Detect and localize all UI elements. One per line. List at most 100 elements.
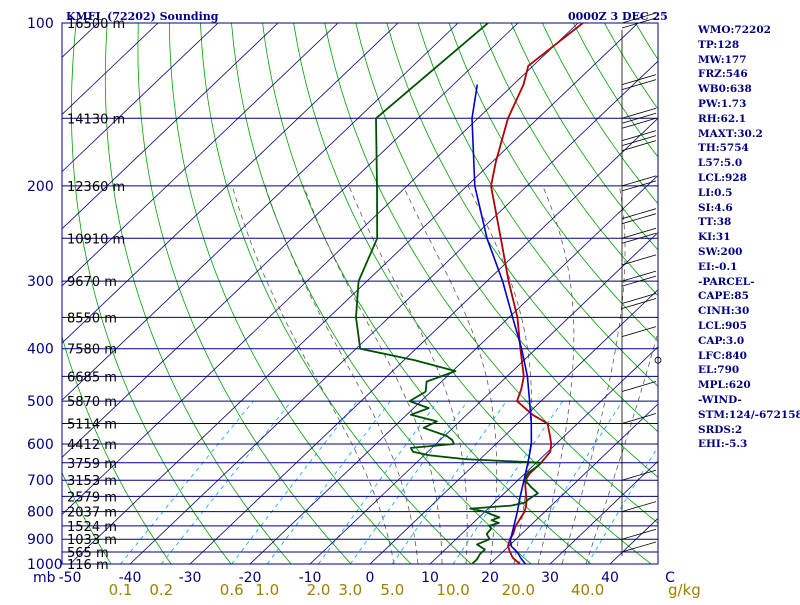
stats-line: LFC:840 (698, 349, 800, 364)
height-label: 4412 m (67, 438, 117, 453)
stats-line: TP:128 (698, 38, 800, 53)
mixing-ratio-tick-label: 2.0 (307, 581, 331, 599)
stats-line: MAXT:30.2 (698, 127, 800, 142)
height-label: 14130 m (67, 112, 125, 127)
moist-adiabat-line (265, 186, 418, 564)
pressure-tick-label: 900 (27, 532, 54, 548)
wind-barb (622, 294, 656, 304)
height-label: 10910 m (67, 232, 125, 247)
height-label: 6685 m (67, 370, 117, 385)
wind-barb (622, 271, 656, 281)
wind-barb (622, 542, 656, 552)
stats-line: FRZ:546 (698, 67, 800, 82)
dry-adiabat-line (169, 23, 411, 564)
height-label: 7580 m (67, 343, 117, 358)
mixing-ratio-unit-label: g/kg (668, 581, 701, 599)
temperature-profile-line (491, 23, 583, 564)
wind-barb (622, 327, 656, 337)
profile-lines (356, 23, 583, 564)
wind-barb (622, 228, 656, 238)
wind-barb (622, 118, 656, 128)
height-label: 9670 m (67, 275, 117, 290)
plot-frame (62, 23, 658, 564)
stats-line: SRDS:2 (698, 423, 800, 438)
isotherms (0, 23, 800, 564)
stats-line: CAP:3.0 (698, 334, 800, 349)
pressure-tick-label: 200 (27, 179, 54, 195)
wind-barb (622, 75, 656, 85)
isotherm-line (70, 23, 638, 564)
temperature-tick-label: 30 (541, 570, 559, 586)
dry-adiabats (0, 23, 800, 564)
stats-line: STM:124/-672158 (698, 408, 800, 423)
height-label: 8550 m (67, 311, 117, 326)
mixing-ratio-tick-label: 0.1 (109, 581, 133, 599)
stats-line: WB0:638 (698, 82, 800, 97)
mixing-ratio-tick-label: 20.0 (502, 581, 535, 599)
mixing-ratio-tick-label: 0.2 (149, 581, 173, 599)
dry-adiabat-line (294, 23, 651, 564)
stats-line: RH:62.1 (698, 112, 800, 127)
dry-adiabat-line (232, 23, 532, 564)
stats-line: -WIND- (698, 393, 800, 408)
height-label: 5870 m (67, 395, 117, 410)
temperature-tick-label: 0 (366, 570, 375, 586)
stats-line: KI:31 (698, 230, 800, 245)
stats-line: L57:5.0 (698, 156, 800, 171)
wind-barb (622, 382, 656, 392)
mixing-ratio-tick-label: 3.0 (338, 581, 362, 599)
height-label: 5114 m (67, 418, 117, 433)
stats-line: MW:177 (698, 53, 800, 68)
pressure-tick-label: 400 (27, 342, 54, 358)
wind-barb (622, 255, 656, 265)
stats-line: MPL:620 (698, 378, 800, 393)
pressure-tick-label: 500 (27, 394, 54, 410)
stats-line: EI:-0.1 (698, 260, 800, 275)
mixing-ratio-tick-label: 0.6 (220, 581, 244, 599)
stats-line: LI:0.5 (698, 186, 800, 201)
pressure-tick-label: 100 (27, 16, 54, 32)
wind-barb (622, 108, 656, 118)
stats-line: SI:4.6 (698, 201, 800, 216)
stats-line: TT:38 (698, 215, 800, 230)
dry-adiabat-line (325, 23, 711, 564)
pressure-unit-label: mb (33, 570, 56, 586)
wind-barb (622, 214, 656, 224)
stats-line: LCL:928 (698, 171, 800, 186)
wind-barb (622, 502, 656, 512)
stats-line: EL:790 (698, 363, 800, 378)
pressure-tick-label: 800 (27, 505, 54, 521)
isobars (62, 23, 658, 564)
stats-line: LCL:905 (698, 319, 800, 334)
chart-timestamp: 0000Z 3 DEC 25 (568, 10, 668, 23)
wind-barb (622, 176, 656, 186)
temperature-tick-label: -30 (179, 570, 202, 586)
wind-barb (622, 299, 656, 309)
moist-adiabat-line (562, 186, 625, 564)
temperature-tick-label: 20 (481, 570, 499, 586)
stats-line: PW:1.73 (698, 97, 800, 112)
wind-barb (622, 136, 656, 146)
stats-line: EHI:-5.3 (698, 437, 800, 452)
stats-line: SW:200 (698, 245, 800, 260)
stats-line: -PARCEL- (698, 275, 800, 290)
moist-adiabats (232, 186, 686, 564)
height-label: 3153 m (67, 474, 117, 489)
chart-title: KMFL (72202) Sounding (66, 10, 219, 23)
mixing-ratio-tick-label: 1.0 (255, 581, 279, 599)
wind-barb (622, 529, 656, 539)
stats-line: TH:5754 (698, 141, 800, 156)
height-label: 2579 m (67, 490, 117, 505)
wind-barb (622, 131, 656, 141)
pressure-tick-label: 600 (27, 437, 54, 453)
pressure-tick-label: 700 (27, 473, 54, 489)
mixing-ratio-tick-label: 10.0 (436, 581, 469, 599)
dry-adiabat-line (138, 23, 351, 564)
stats-line: CINH:30 (698, 304, 800, 319)
stats-line: WMO:72202 (698, 23, 800, 38)
wind-barb (622, 141, 656, 151)
height-label: 2037 m (67, 506, 117, 521)
